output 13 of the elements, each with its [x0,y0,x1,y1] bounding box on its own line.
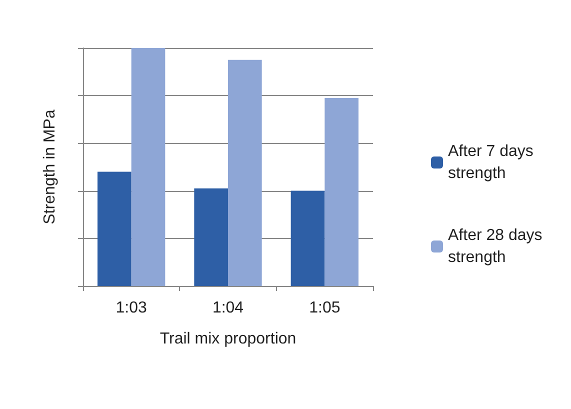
bar [324,98,358,286]
legend-label: After 28 days strength [448,227,547,266]
bar [228,60,262,286]
legend-label: After 7 days strength [448,143,538,182]
bar [98,172,132,286]
y-axis-title: Strength in MPa [42,110,58,224]
x-tick-label: 1:03 [116,300,148,316]
x-tick-label: 1:04 [212,300,244,316]
bar [194,188,228,286]
bar [290,190,325,286]
bar [131,48,166,286]
x-axis-title: Trail mix proportion [160,330,296,348]
x-tick-label: 1:05 [309,300,340,316]
